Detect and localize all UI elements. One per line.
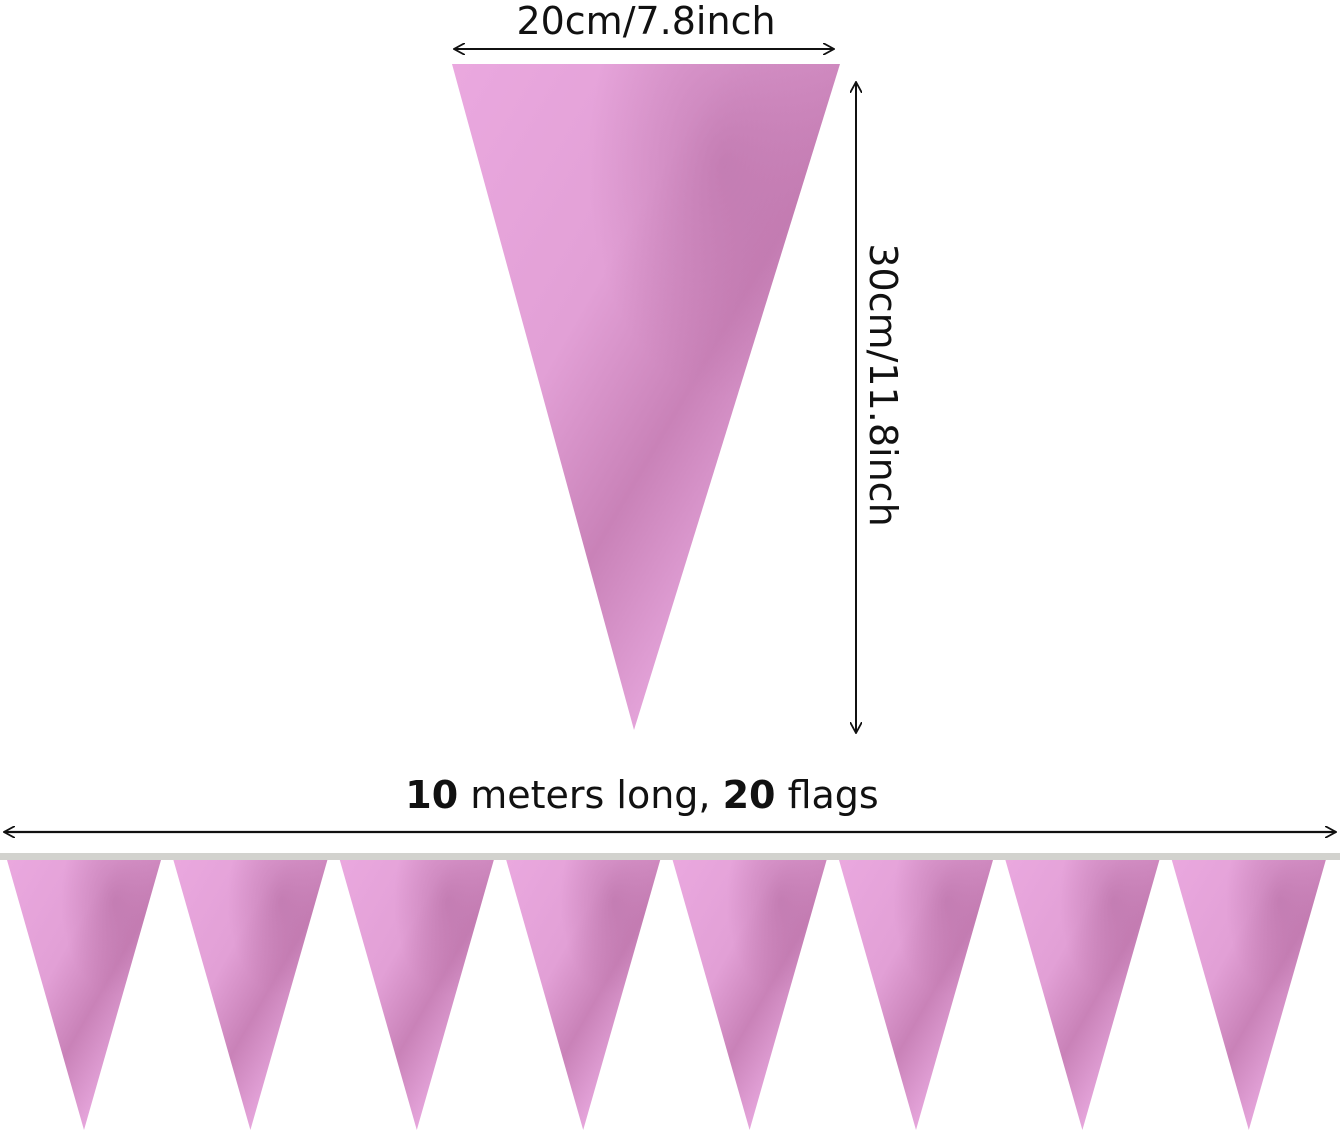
banner-flag [1005, 860, 1160, 1130]
banner-flag [672, 860, 827, 1130]
banner-flags [7, 860, 1326, 1130]
banner-length-label: 10 meters long, 20 flags [405, 773, 878, 817]
flag-width-label: 20cm/7.8inch [516, 0, 775, 43]
flag-count-text: flags [775, 773, 878, 817]
banner-flag [839, 860, 993, 1130]
banner-flag [1171, 860, 1326, 1130]
banner-flag [173, 860, 328, 1130]
banner-flag [7, 860, 161, 1130]
length-value: 10 [405, 773, 458, 817]
flag-count-value: 20 [723, 773, 776, 817]
banner-flag [339, 860, 494, 1130]
single-flag [452, 64, 840, 730]
flag-height-label: 30cm/11.8inch [861, 243, 905, 526]
length-text: meters long, [458, 773, 722, 817]
banner-flag [506, 860, 661, 1130]
banner-string [0, 853, 1340, 860]
